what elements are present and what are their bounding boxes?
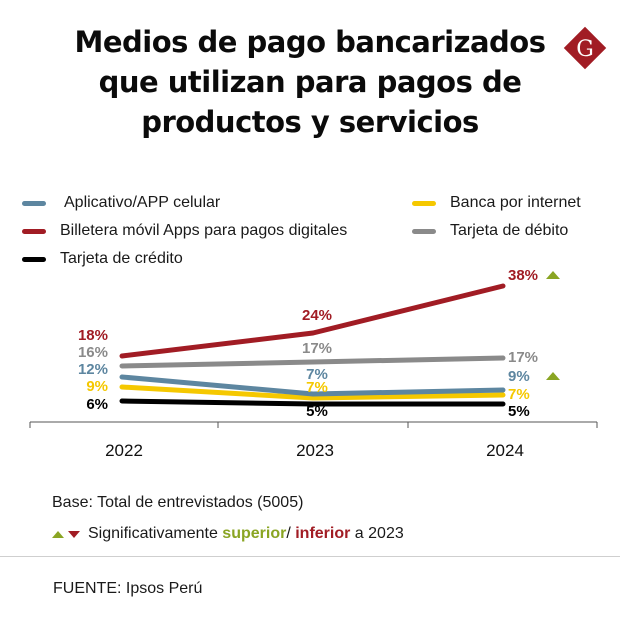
significance-up-icon <box>546 271 560 279</box>
data-label: 5% <box>306 403 328 420</box>
data-label: 18% <box>78 327 108 344</box>
legend-item-banca: Banca por internet <box>412 193 581 213</box>
significance-up-icon <box>546 372 560 380</box>
title-line-3: productos y servicios <box>141 105 479 139</box>
data-label: 5% <box>508 403 530 420</box>
data-label: 7% <box>306 366 328 383</box>
data-label: 17% <box>508 349 538 366</box>
series-line-4 <box>119 398 506 407</box>
data-label: 9% <box>508 368 530 385</box>
sig-superior: superior <box>222 525 287 542</box>
legend-label-billetera: Billetera móvil Apps para pagos digitale… <box>60 222 348 239</box>
legend-swatch-app <box>22 200 46 206</box>
data-label: 24% <box>302 307 332 324</box>
legend-item-billetera: Billetera móvil Apps para pagos digitale… <box>22 221 347 241</box>
sig-suffix: a 2023 <box>354 525 404 542</box>
data-label: 7% <box>306 379 328 396</box>
legend-label-credito: Tarjeta de crédito <box>60 250 183 267</box>
logo-icon: G <box>563 26 607 70</box>
sig-prefix: Significativamente <box>88 525 218 542</box>
legend-item-debito: Tarjeta de débito <box>412 221 568 241</box>
legend-swatch-debito <box>412 228 436 234</box>
data-label: 38% <box>508 267 538 284</box>
base-note: Base: Total de entrevistados (5005) <box>52 494 304 511</box>
logo-letter: G <box>576 37 594 62</box>
sig-inferior: inferior <box>295 525 351 542</box>
triangle-down-icon <box>68 530 80 538</box>
legend-swatch-credito <box>22 256 46 262</box>
x-tick-label: 2023 <box>296 441 334 460</box>
title-line-1: Medios de pago bancarizados <box>74 25 546 59</box>
triangle-up-icon <box>52 530 64 538</box>
divider <box>0 556 620 557</box>
legend-label-app: Aplicativo/APP celular <box>64 194 221 211</box>
chart-title: Medios de pago bancarizados que utilizan… <box>40 22 580 142</box>
x-tick-label: 2022 <box>105 441 143 460</box>
legend-item-app: Aplicativo/APP celular <box>22 193 220 213</box>
legend-label-banca: Banca por internet <box>450 194 581 211</box>
data-label: 17% <box>302 340 332 357</box>
significance-note: Significativamente superior / inferior a … <box>52 525 404 543</box>
data-label: 16% <box>78 344 108 361</box>
series-line-2 <box>119 283 506 359</box>
legend-label-debito: Tarjeta de débito <box>450 222 569 239</box>
series-line-0 <box>119 374 506 397</box>
data-label: 12% <box>78 361 108 378</box>
title-line-2: que utilizan para pagos de <box>98 65 522 99</box>
source-note: FUENTE: Ipsos Perú <box>53 580 203 597</box>
data-label: 9% <box>86 378 108 395</box>
data-label: 6% <box>86 396 108 413</box>
data-label: 7% <box>508 386 530 403</box>
legend-swatch-billetera <box>22 228 46 234</box>
legend-swatch-banca <box>412 200 436 206</box>
legend-item-credito: Tarjeta de crédito <box>22 249 183 269</box>
sig-sep: / <box>286 525 291 542</box>
x-tick-label: 2024 <box>486 441 524 460</box>
series-line-1 <box>119 384 506 401</box>
series-line-3 <box>119 355 506 369</box>
